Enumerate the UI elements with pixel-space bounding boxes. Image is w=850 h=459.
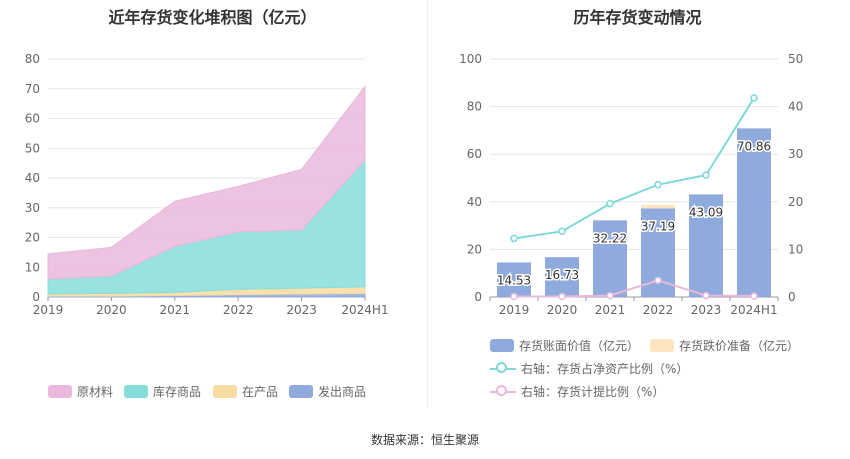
data-source: 数据来源：恒生聚源 [370,433,479,447]
legend-right-reserve[interactable]: 存货跌价准备（亿元） [650,337,799,354]
line-provision [514,279,755,298]
legend-swatch [490,339,514,352]
point-ratio [750,94,758,102]
bar-data-label: 43.09 [689,205,723,219]
y-tick-label: 30 [25,201,40,215]
legend-left-item-2[interactable]: 库存商品 [124,383,201,400]
y-right-tick-label: 50 [788,52,803,66]
y-tick-label: 10 [25,260,40,274]
y-tick-label: 70 [25,82,40,96]
y-left-tick-label: 100 [459,52,482,66]
legend-label: 右轴：存货计提比例（%） [521,385,665,399]
y-right-tick-label: 40 [788,100,803,114]
legend-left-item-1[interactable]: 原材料 [48,383,113,400]
bar-data-label: 70.86 [737,139,771,153]
point-ratio [654,180,662,189]
legend-right-ratio-line[interactable]: 右轴：存货占净资产比例（%） [490,360,688,377]
y-left-tick-label: 0 [474,290,482,304]
x-tick-label: 2024H1 [341,303,388,317]
area-series-4 [47,84,366,280]
y-left-tick-label: 80 [467,100,482,114]
bar-book-value [689,194,723,297]
legend-label: 库存商品 [153,385,202,399]
legend-label: 右轴：存货占净资产比例（%） [521,362,689,376]
legend-right-provision-line[interactable]: 右轴：存货计提比例（%） [490,383,664,400]
y-right-tick-label: 0 [788,290,796,304]
y-tick-label: 40 [25,171,40,185]
x-tick-label: 2021 [160,303,191,317]
bar-reserve [641,204,675,209]
right-chart-title: 历年存货变动情况 [573,8,702,27]
left-chart-title: 近年存货变化堆积图（亿元） [108,8,317,27]
x-tick-label: 2024H1 [730,303,777,317]
y-left-tick-label: 40 [467,195,482,209]
bar-book-value [545,257,579,297]
point-ratio [702,171,710,179]
legend-label: 存货跌价准备（亿元） [679,339,800,353]
point-ratio [558,227,566,236]
y-right-tick-label: 10 [788,242,803,256]
legend-swatch [289,385,313,398]
y-tick-label: 50 [25,141,40,155]
panel-divider [427,0,428,408]
y-right-tick-label: 20 [788,195,803,209]
x-tick-label: 2020 [547,303,578,317]
bar-book-value [737,128,771,297]
x-tick-label: 2023 [286,303,317,317]
legend-label: 在产品 [242,385,279,399]
x-tick-label: 2023 [691,303,722,317]
legend-line-icon [490,384,516,399]
bar-data-label: 32.22 [593,231,627,245]
legend-right-book-value[interactable]: 存货账面价值（亿元） [490,337,639,354]
x-tick-label: 2021 [595,303,626,317]
bar-data-label: 37.19 [641,219,675,233]
legend-left-item-4[interactable]: 发出商品 [289,383,366,400]
y-tick-label: 60 [25,112,40,126]
legend-label: 存货账面价值（亿元） [519,339,640,353]
legend-left-item-3[interactable]: 在产品 [213,383,278,400]
point-provision [558,292,566,301]
y-left-tick-label: 20 [467,242,482,256]
point-provision [510,292,518,301]
y-tick-label: 20 [25,231,40,245]
point-ratio [606,199,614,208]
legend-label: 发出商品 [318,385,367,399]
point-provision [606,291,614,300]
y-left-tick-label: 60 [467,147,482,161]
y-tick-label: 0 [32,290,40,304]
x-tick-label: 2022 [223,303,254,317]
x-tick-label: 2019 [499,303,530,317]
point-provision [702,291,710,300]
point-provision [750,292,758,300]
legend-swatch [48,385,72,398]
point-provision [654,276,662,285]
y-tick-label: 80 [25,52,40,66]
bar-data-label: 16.73 [545,268,579,282]
y-right-tick-label: 30 [788,147,803,161]
bar-book-value [593,220,627,297]
x-tick-label: 2020 [96,303,127,317]
legend-swatch [213,385,237,398]
bar-data-label: 14.53 [497,273,531,287]
x-tick-label: 2022 [643,303,674,317]
legend-swatch [124,385,148,398]
point-ratio [510,234,518,243]
bar-book-value [497,262,531,297]
line-ratio [513,97,755,240]
legend-line-icon [490,361,516,376]
x-tick-label: 2019 [33,303,64,317]
legend-swatch [650,339,674,352]
legend-label: 原材料 [77,385,114,399]
